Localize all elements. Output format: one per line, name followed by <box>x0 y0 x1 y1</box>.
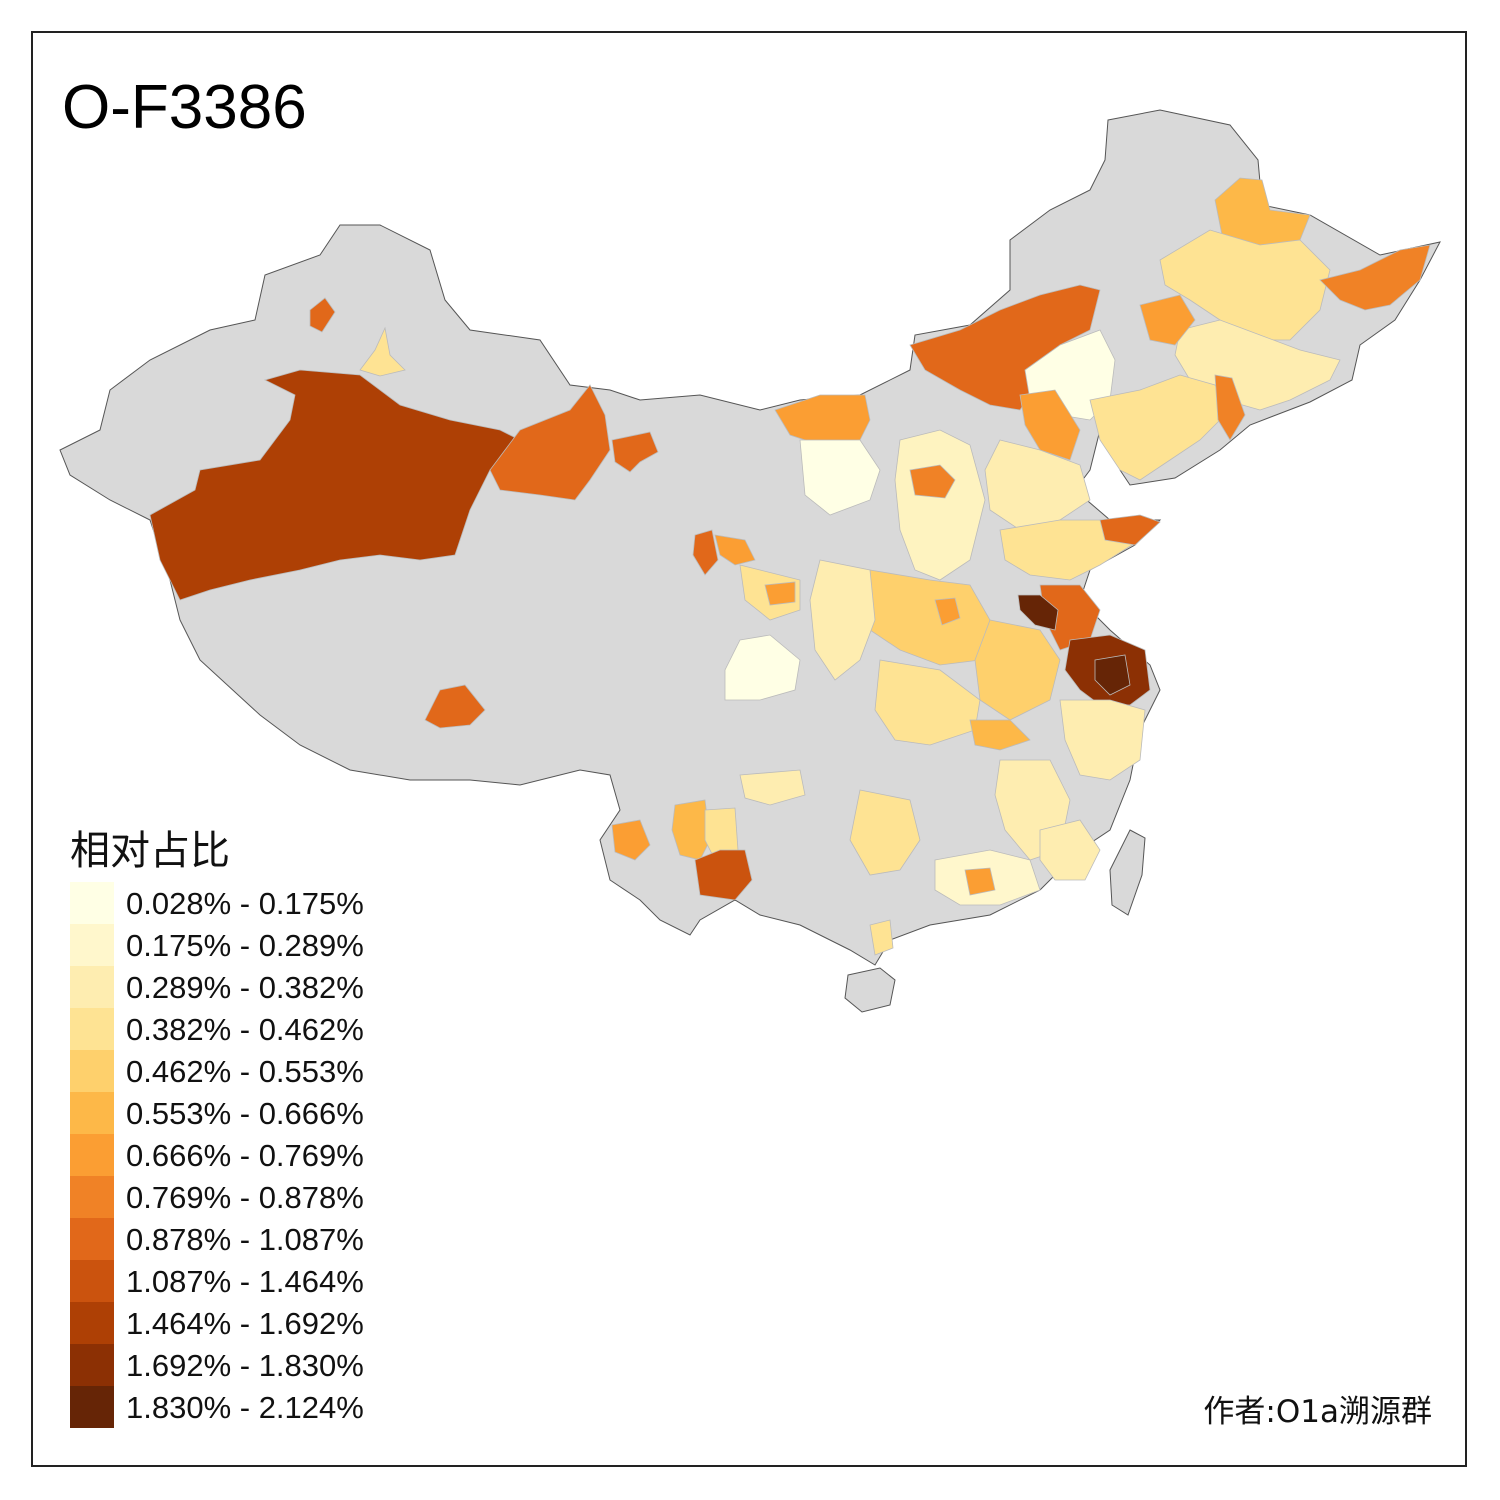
region-guizhou-light <box>739 769 806 806</box>
region-fujian <box>1039 819 1101 881</box>
legend-item: 0.666% - 0.769% <box>70 1134 410 1176</box>
region-guangxi-coast <box>869 919 894 956</box>
region-dandong <box>1214 374 1246 441</box>
legend-label: 0.878% - 1.087% <box>126 1222 364 1257</box>
region-weihai <box>1099 514 1161 546</box>
region-xinjiang-south <box>149 369 521 601</box>
region-guangdong-orange <box>964 867 996 896</box>
legend-label: 0.289% - 0.382% <box>126 970 364 1005</box>
legend-label: 0.028% - 0.175% <box>126 886 364 921</box>
region-shaanxi <box>809 559 876 681</box>
legend-item: 0.769% - 0.878% <box>70 1176 410 1218</box>
region-tongliao <box>1139 294 1196 346</box>
region-qinghai-sichuan-light <box>724 634 801 701</box>
legend-label: 1.830% - 2.124% <box>126 1390 364 1425</box>
region-shanxi-north-orange <box>909 464 956 499</box>
region-henan-orange <box>934 597 961 626</box>
legend-label: 1.087% - 1.464% <box>126 1264 364 1299</box>
region-tibet-lhasa <box>424 684 486 729</box>
region-zhejiang <box>1059 699 1146 781</box>
legend-swatch <box>70 1008 114 1050</box>
legend-swatch <box>70 1344 114 1386</box>
region-hubei <box>874 659 981 746</box>
colored-regions <box>149 177 1431 956</box>
region-anhui <box>974 619 1061 721</box>
legend-swatch <box>70 1092 114 1134</box>
region-yunnan-orange <box>611 819 651 861</box>
legend-item: 0.382% - 0.462% <box>70 1008 410 1050</box>
region-hubei-orange <box>969 719 1031 751</box>
region-yili <box>309 297 336 333</box>
legend-item: 0.028% - 0.175% <box>70 882 410 924</box>
region-heilongjiang-east <box>1319 244 1431 311</box>
legend-swatch <box>70 966 114 1008</box>
region-xinjiang-east <box>489 384 611 501</box>
legend-label: 0.382% - 0.462% <box>126 1012 364 1047</box>
legend-swatch <box>70 1176 114 1218</box>
legend-swatch <box>70 924 114 966</box>
region-ordos <box>799 439 881 516</box>
region-hunan <box>849 789 921 876</box>
taiwan-island <box>1109 829 1146 916</box>
region-gansu-orange-3 <box>764 581 796 606</box>
legend-swatch <box>70 1218 114 1260</box>
region-gansu-orange-2 <box>714 534 756 566</box>
legend-label: 0.553% - 0.666% <box>126 1096 364 1131</box>
legend-label: 0.666% - 0.769% <box>126 1138 364 1173</box>
legend-label: 0.769% - 0.878% <box>126 1180 364 1215</box>
hainan-island <box>844 967 896 1013</box>
legend-item: 0.289% - 0.382% <box>70 966 410 1008</box>
legend-label: 1.464% - 1.692% <box>126 1306 364 1341</box>
region-inner-mongolia-west <box>774 394 871 446</box>
legend-item: 1.830% - 2.124% <box>70 1386 410 1428</box>
legend-label: 1.692% - 1.830% <box>126 1348 364 1383</box>
legend-swatch <box>70 882 114 924</box>
legend-swatch <box>70 1134 114 1176</box>
map-title: O-F3386 <box>62 73 307 142</box>
legend-title: 相对占比 <box>70 828 230 874</box>
region-yunnan-south-dark <box>694 849 753 901</box>
legend-item: 1.087% - 1.464% <box>70 1260 410 1302</box>
region-xuzhou-dark <box>1017 594 1059 631</box>
region-karamay <box>359 326 406 377</box>
legend-swatch <box>70 1302 114 1344</box>
region-gansu-orange-1 <box>692 529 719 576</box>
legend-swatch <box>70 1050 114 1092</box>
author-credit: 作者:O1a溯源群 <box>1203 1394 1432 1430</box>
legend-swatch <box>70 1260 114 1302</box>
legend-item: 0.553% - 0.666% <box>70 1092 410 1134</box>
legend-label: 0.175% - 0.289% <box>126 928 364 963</box>
region-hami <box>611 431 659 473</box>
region-heilongjiang-central <box>1159 229 1331 341</box>
region-liaoning <box>1089 374 1231 481</box>
legend-item: 0.175% - 0.289% <box>70 924 410 966</box>
legend-label: 0.462% - 0.553% <box>126 1054 364 1089</box>
legend-item: 0.462% - 0.553% <box>70 1050 410 1092</box>
region-beijing-hebei-north <box>1019 389 1081 461</box>
region-suzhou-dark <box>1094 654 1131 696</box>
region-shanxi <box>894 429 986 581</box>
map-frame <box>31 31 1467 1467</box>
legend-item: 0.878% - 1.087% <box>70 1218 410 1260</box>
legend-item: 1.692% - 1.830% <box>70 1344 410 1386</box>
legend-swatch <box>70 1386 114 1428</box>
legend-item: 1.464% - 1.692% <box>70 1302 410 1344</box>
